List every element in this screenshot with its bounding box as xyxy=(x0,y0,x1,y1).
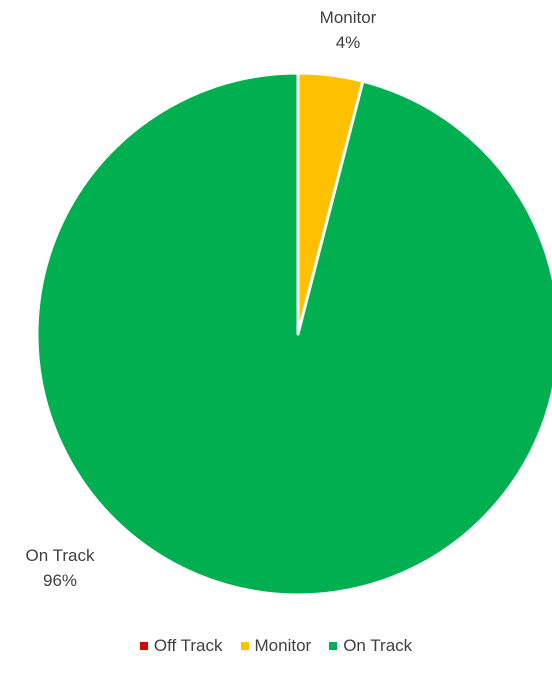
legend-label-monitor: Monitor xyxy=(254,636,312,655)
legend-swatch-monitor xyxy=(240,642,249,650)
legend-item-off-track: Off Track xyxy=(139,636,223,656)
data-label-on-track: On Track 96% xyxy=(26,546,95,590)
legend-swatch-off-track xyxy=(139,642,148,650)
legend-item-on-track: On Track xyxy=(329,636,412,656)
data-label-monitor: Monitor 4% xyxy=(320,8,377,52)
legend-item-monitor: Monitor xyxy=(240,636,312,656)
data-labels: Monitor 4% On Track 96% xyxy=(26,8,377,590)
pie-slices xyxy=(35,71,552,597)
pie-slice-on-track xyxy=(35,71,552,597)
chart-legend: Off Track Monitor On Track xyxy=(0,636,552,656)
legend-label-off-track: Off Track xyxy=(153,636,223,655)
legend-swatch-on-track xyxy=(329,642,338,650)
legend-label-on-track: On Track xyxy=(343,636,413,655)
